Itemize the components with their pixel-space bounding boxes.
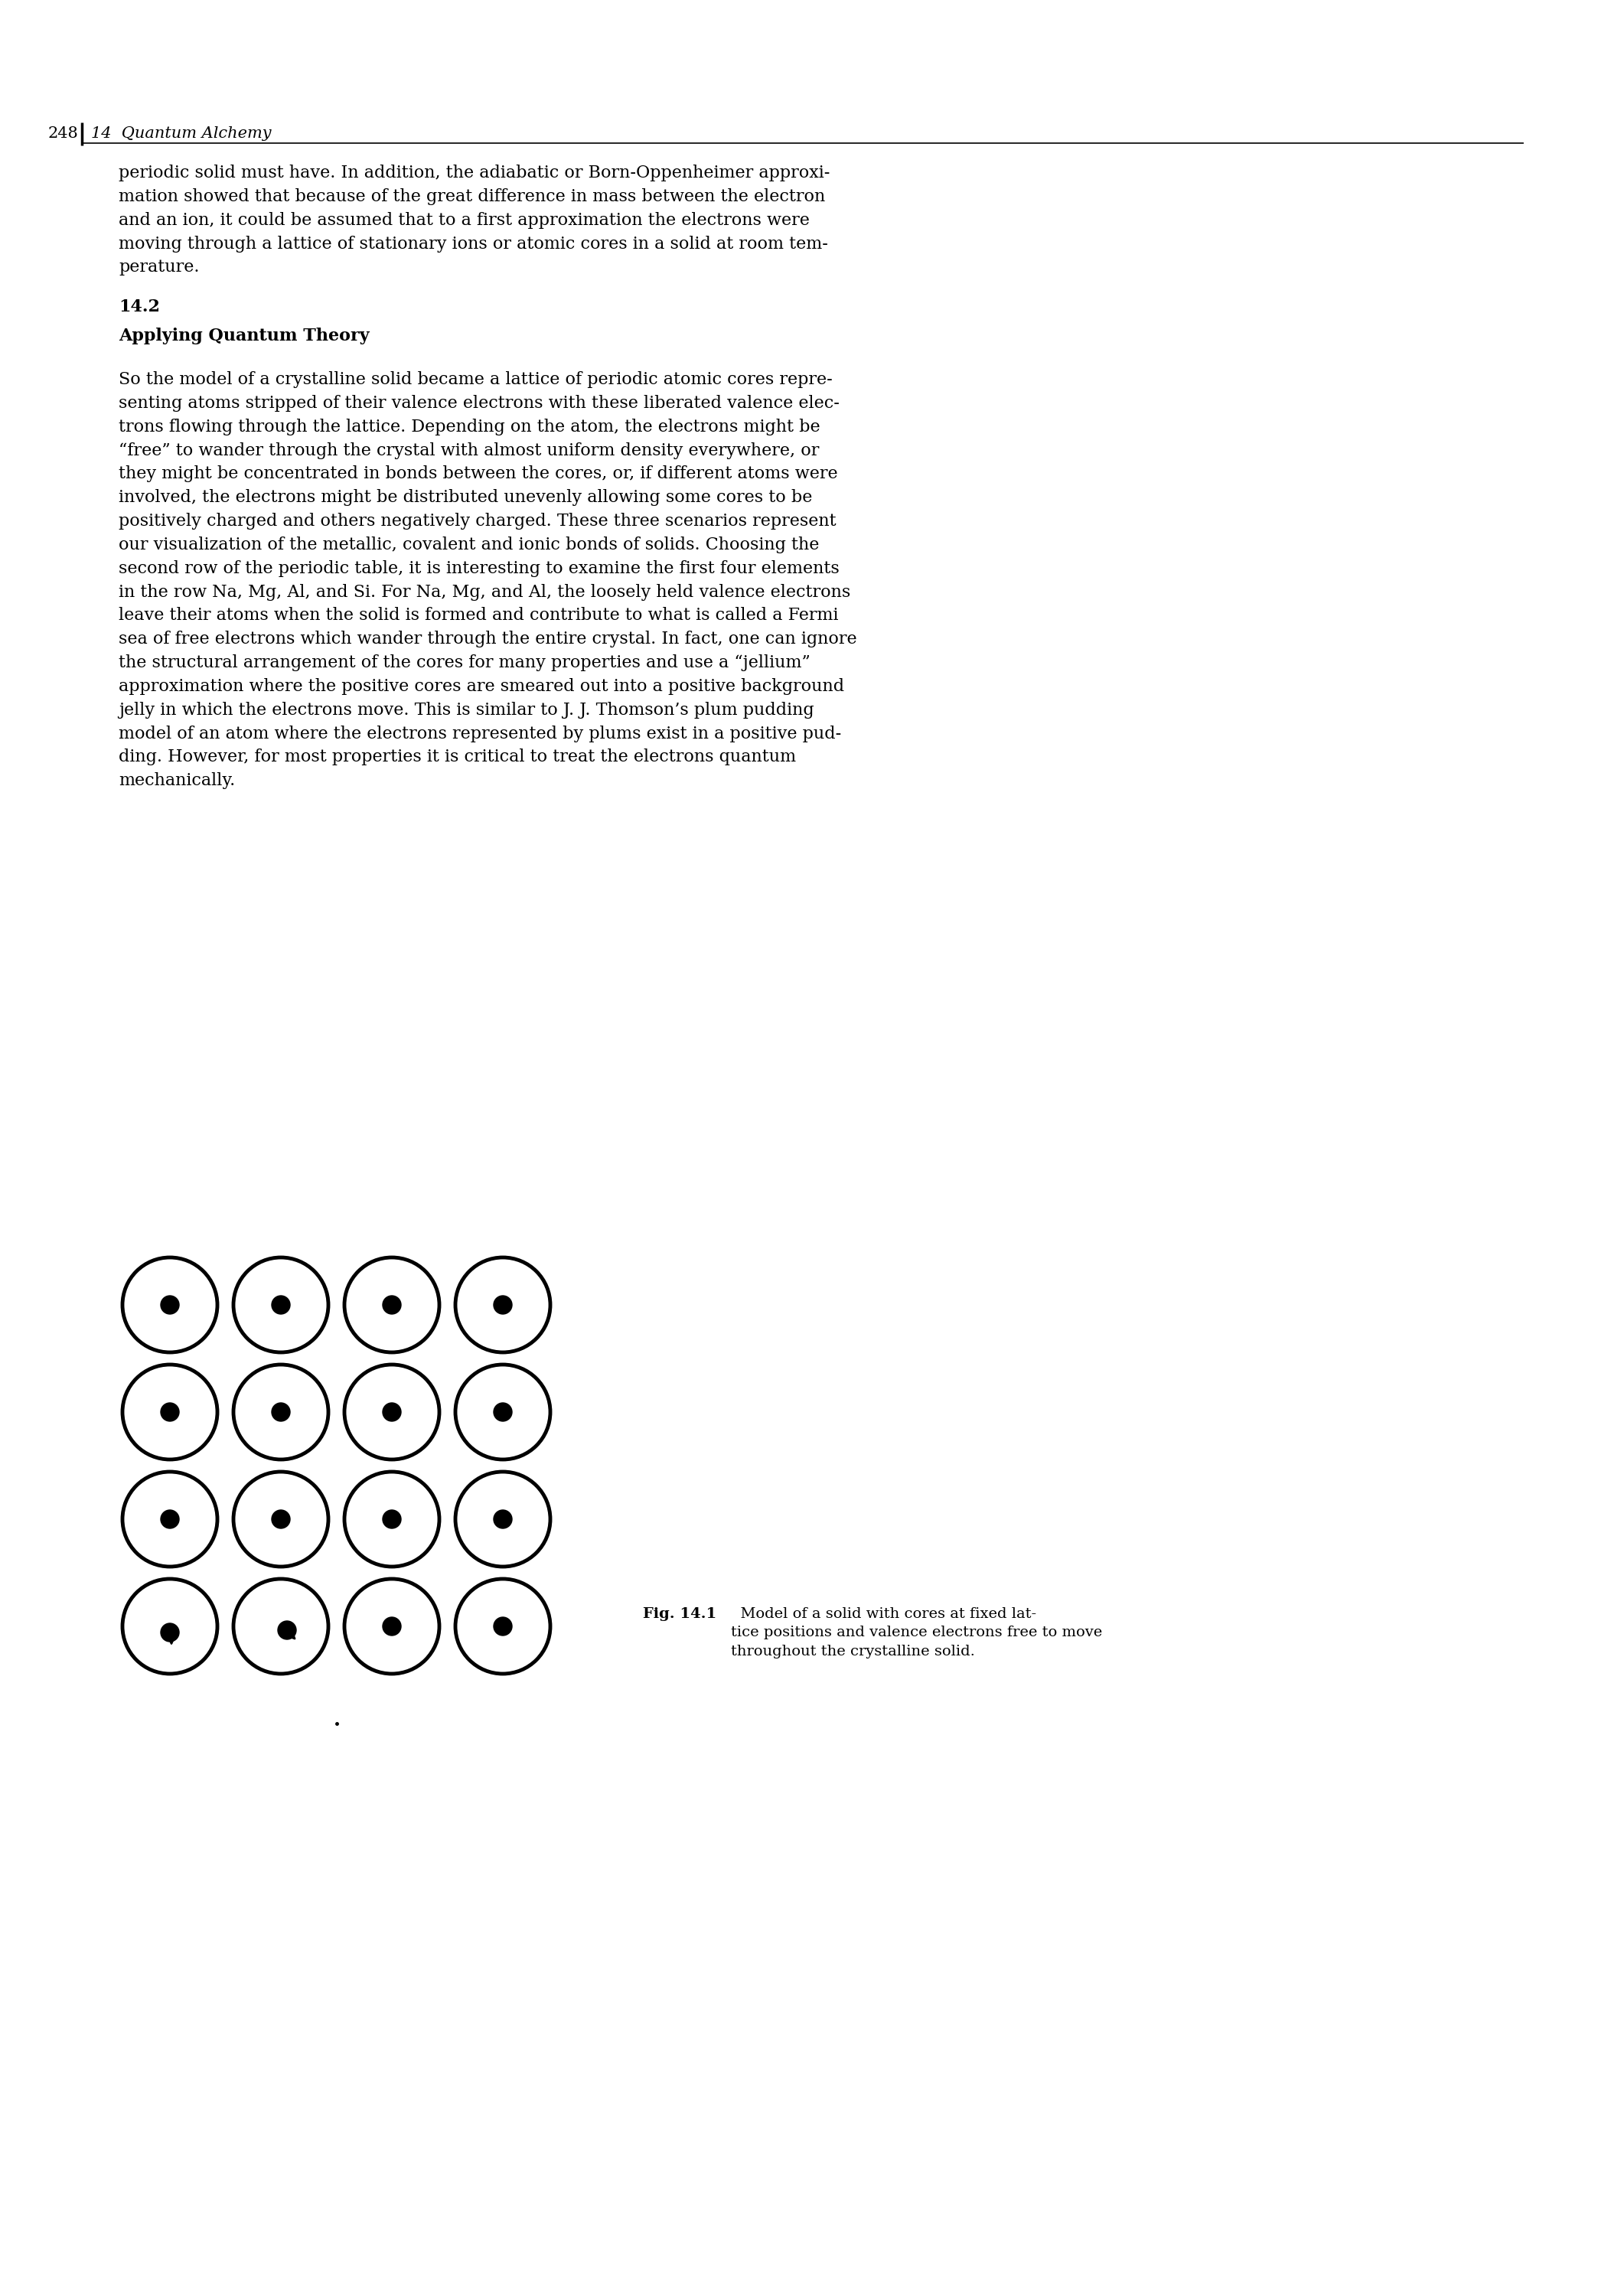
Circle shape	[383, 1403, 400, 1421]
Text: 248: 248	[48, 126, 79, 142]
Text: So the model of a crystalline solid became a lattice of periodic atomic cores re: So the model of a crystalline solid beca…	[119, 372, 857, 790]
Text: Fig. 14.1: Fig. 14.1	[643, 1607, 717, 1621]
Circle shape	[494, 1616, 511, 1635]
Circle shape	[494, 1403, 511, 1421]
Circle shape	[383, 1511, 400, 1529]
Circle shape	[383, 1616, 400, 1635]
Circle shape	[494, 1295, 511, 1313]
Circle shape	[272, 1295, 289, 1313]
Text: periodic solid must have. In addition, the adiabatic or Born-Oppenheimer approxi: periodic solid must have. In addition, t…	[119, 165, 830, 276]
Circle shape	[161, 1403, 178, 1421]
Text: Applying Quantum Theory: Applying Quantum Theory	[119, 328, 370, 344]
Text: 14.2: 14.2	[119, 298, 159, 315]
Circle shape	[161, 1511, 178, 1529]
Circle shape	[383, 1295, 400, 1313]
Circle shape	[272, 1511, 289, 1529]
Circle shape	[161, 1295, 178, 1313]
Circle shape	[494, 1511, 511, 1529]
Text: 14  Quantum Alchemy: 14 Quantum Alchemy	[92, 126, 272, 142]
Text: Model of a solid with cores at fixed lat-
tice positions and valence electrons f: Model of a solid with cores at fixed lat…	[732, 1607, 1103, 1658]
Circle shape	[161, 1623, 178, 1642]
Circle shape	[278, 1621, 296, 1639]
Circle shape	[272, 1403, 289, 1421]
